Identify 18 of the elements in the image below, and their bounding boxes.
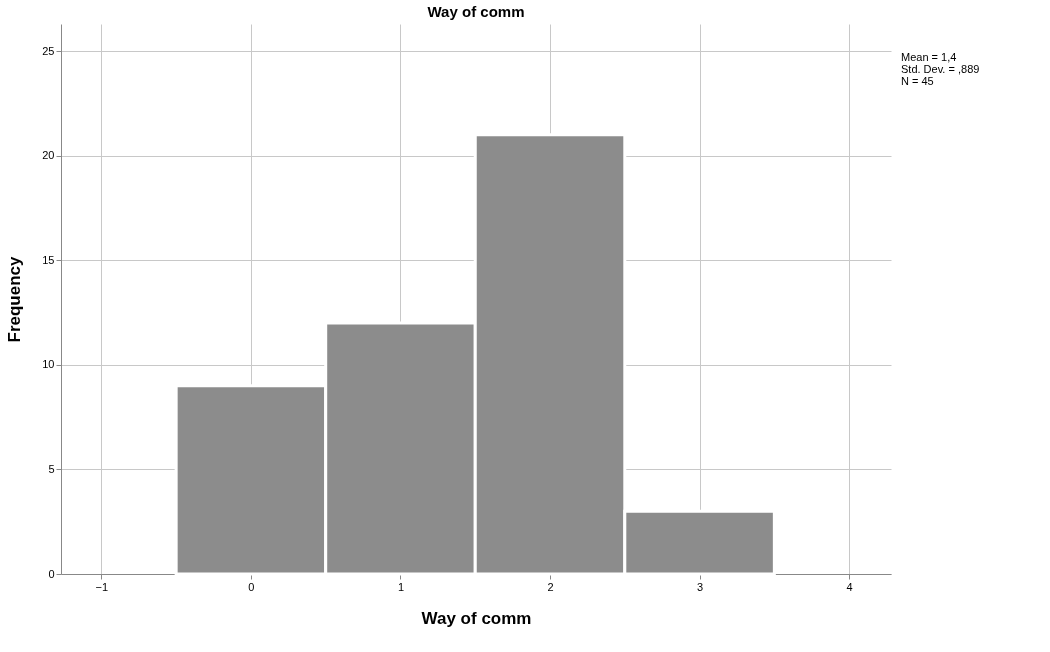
x-tick-label: 3: [697, 580, 704, 593]
y-tick-label: 0: [48, 567, 55, 580]
x-tick-label: 4: [846, 580, 853, 593]
x-axis-title: Way of comm: [421, 608, 532, 628]
chart-title: Way of comm: [427, 3, 525, 20]
y-tick-label: 10: [42, 358, 55, 371]
x-tick-label: 1: [397, 580, 405, 593]
x-tick-label: 2: [547, 580, 554, 593]
text: N = 45: [901, 75, 934, 87]
x-tick-label: 0: [248, 580, 255, 593]
text: Mean = 1,4: [901, 51, 957, 63]
text: Std. Dev. = ,889: [901, 63, 980, 75]
x-tick-label: −1: [95, 580, 109, 593]
y-tick-label: 25: [42, 44, 55, 57]
y-tick-label: 20: [42, 149, 55, 162]
y-tick-label: 5: [48, 462, 55, 475]
y-tick-label: 15: [42, 253, 55, 266]
y-axis-title: Frequency: [5, 255, 25, 343]
